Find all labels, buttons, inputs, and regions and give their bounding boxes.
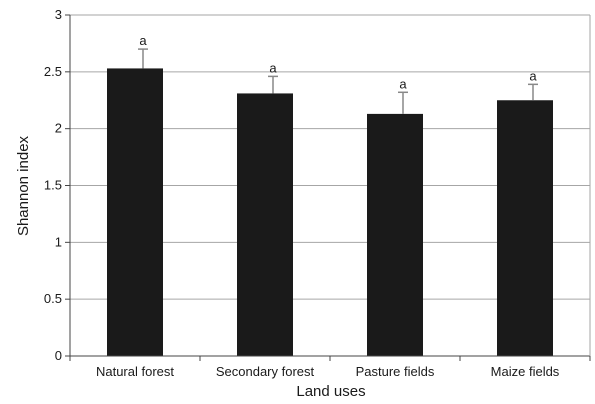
y-tick-label: 3 bbox=[55, 7, 62, 22]
significance-label: a bbox=[139, 33, 147, 48]
significance-label: a bbox=[529, 68, 537, 83]
y-tick-label: 0 bbox=[55, 348, 62, 363]
significance-label: a bbox=[269, 60, 277, 75]
x-axis-label: Land uses bbox=[296, 383, 365, 400]
bars bbox=[107, 68, 553, 357]
x-tick-label: Natural forest bbox=[96, 364, 174, 379]
y-axis-label: Shannon index bbox=[15, 135, 32, 236]
y-tick-label: 0.5 bbox=[44, 291, 62, 306]
x-tick-label: Secondary forest bbox=[216, 364, 315, 379]
error-bars bbox=[138, 48, 538, 114]
significance-labels: a a a a bbox=[139, 33, 537, 91]
x-tick-labels: Natural forest Secondary forest Pasture fi… bbox=[96, 364, 560, 379]
y-tick-label: 2 bbox=[55, 121, 62, 136]
y-tick-label: 1 bbox=[55, 234, 62, 249]
bar bbox=[367, 113, 423, 356]
bar bbox=[497, 100, 553, 356]
x-tick-label: Maize fields bbox=[491, 364, 560, 379]
x-tick-label: Pasture fields bbox=[356, 364, 435, 379]
significance-label: a bbox=[399, 76, 407, 91]
y-tick-labels: 0 0.5 1 1.5 2 2.5 3 bbox=[44, 7, 62, 363]
bar bbox=[237, 93, 293, 357]
axes bbox=[65, 14, 591, 361]
y-tick-label: 1.5 bbox=[44, 178, 62, 193]
y-tick-label: 2.5 bbox=[44, 64, 62, 79]
bar bbox=[107, 68, 163, 356]
